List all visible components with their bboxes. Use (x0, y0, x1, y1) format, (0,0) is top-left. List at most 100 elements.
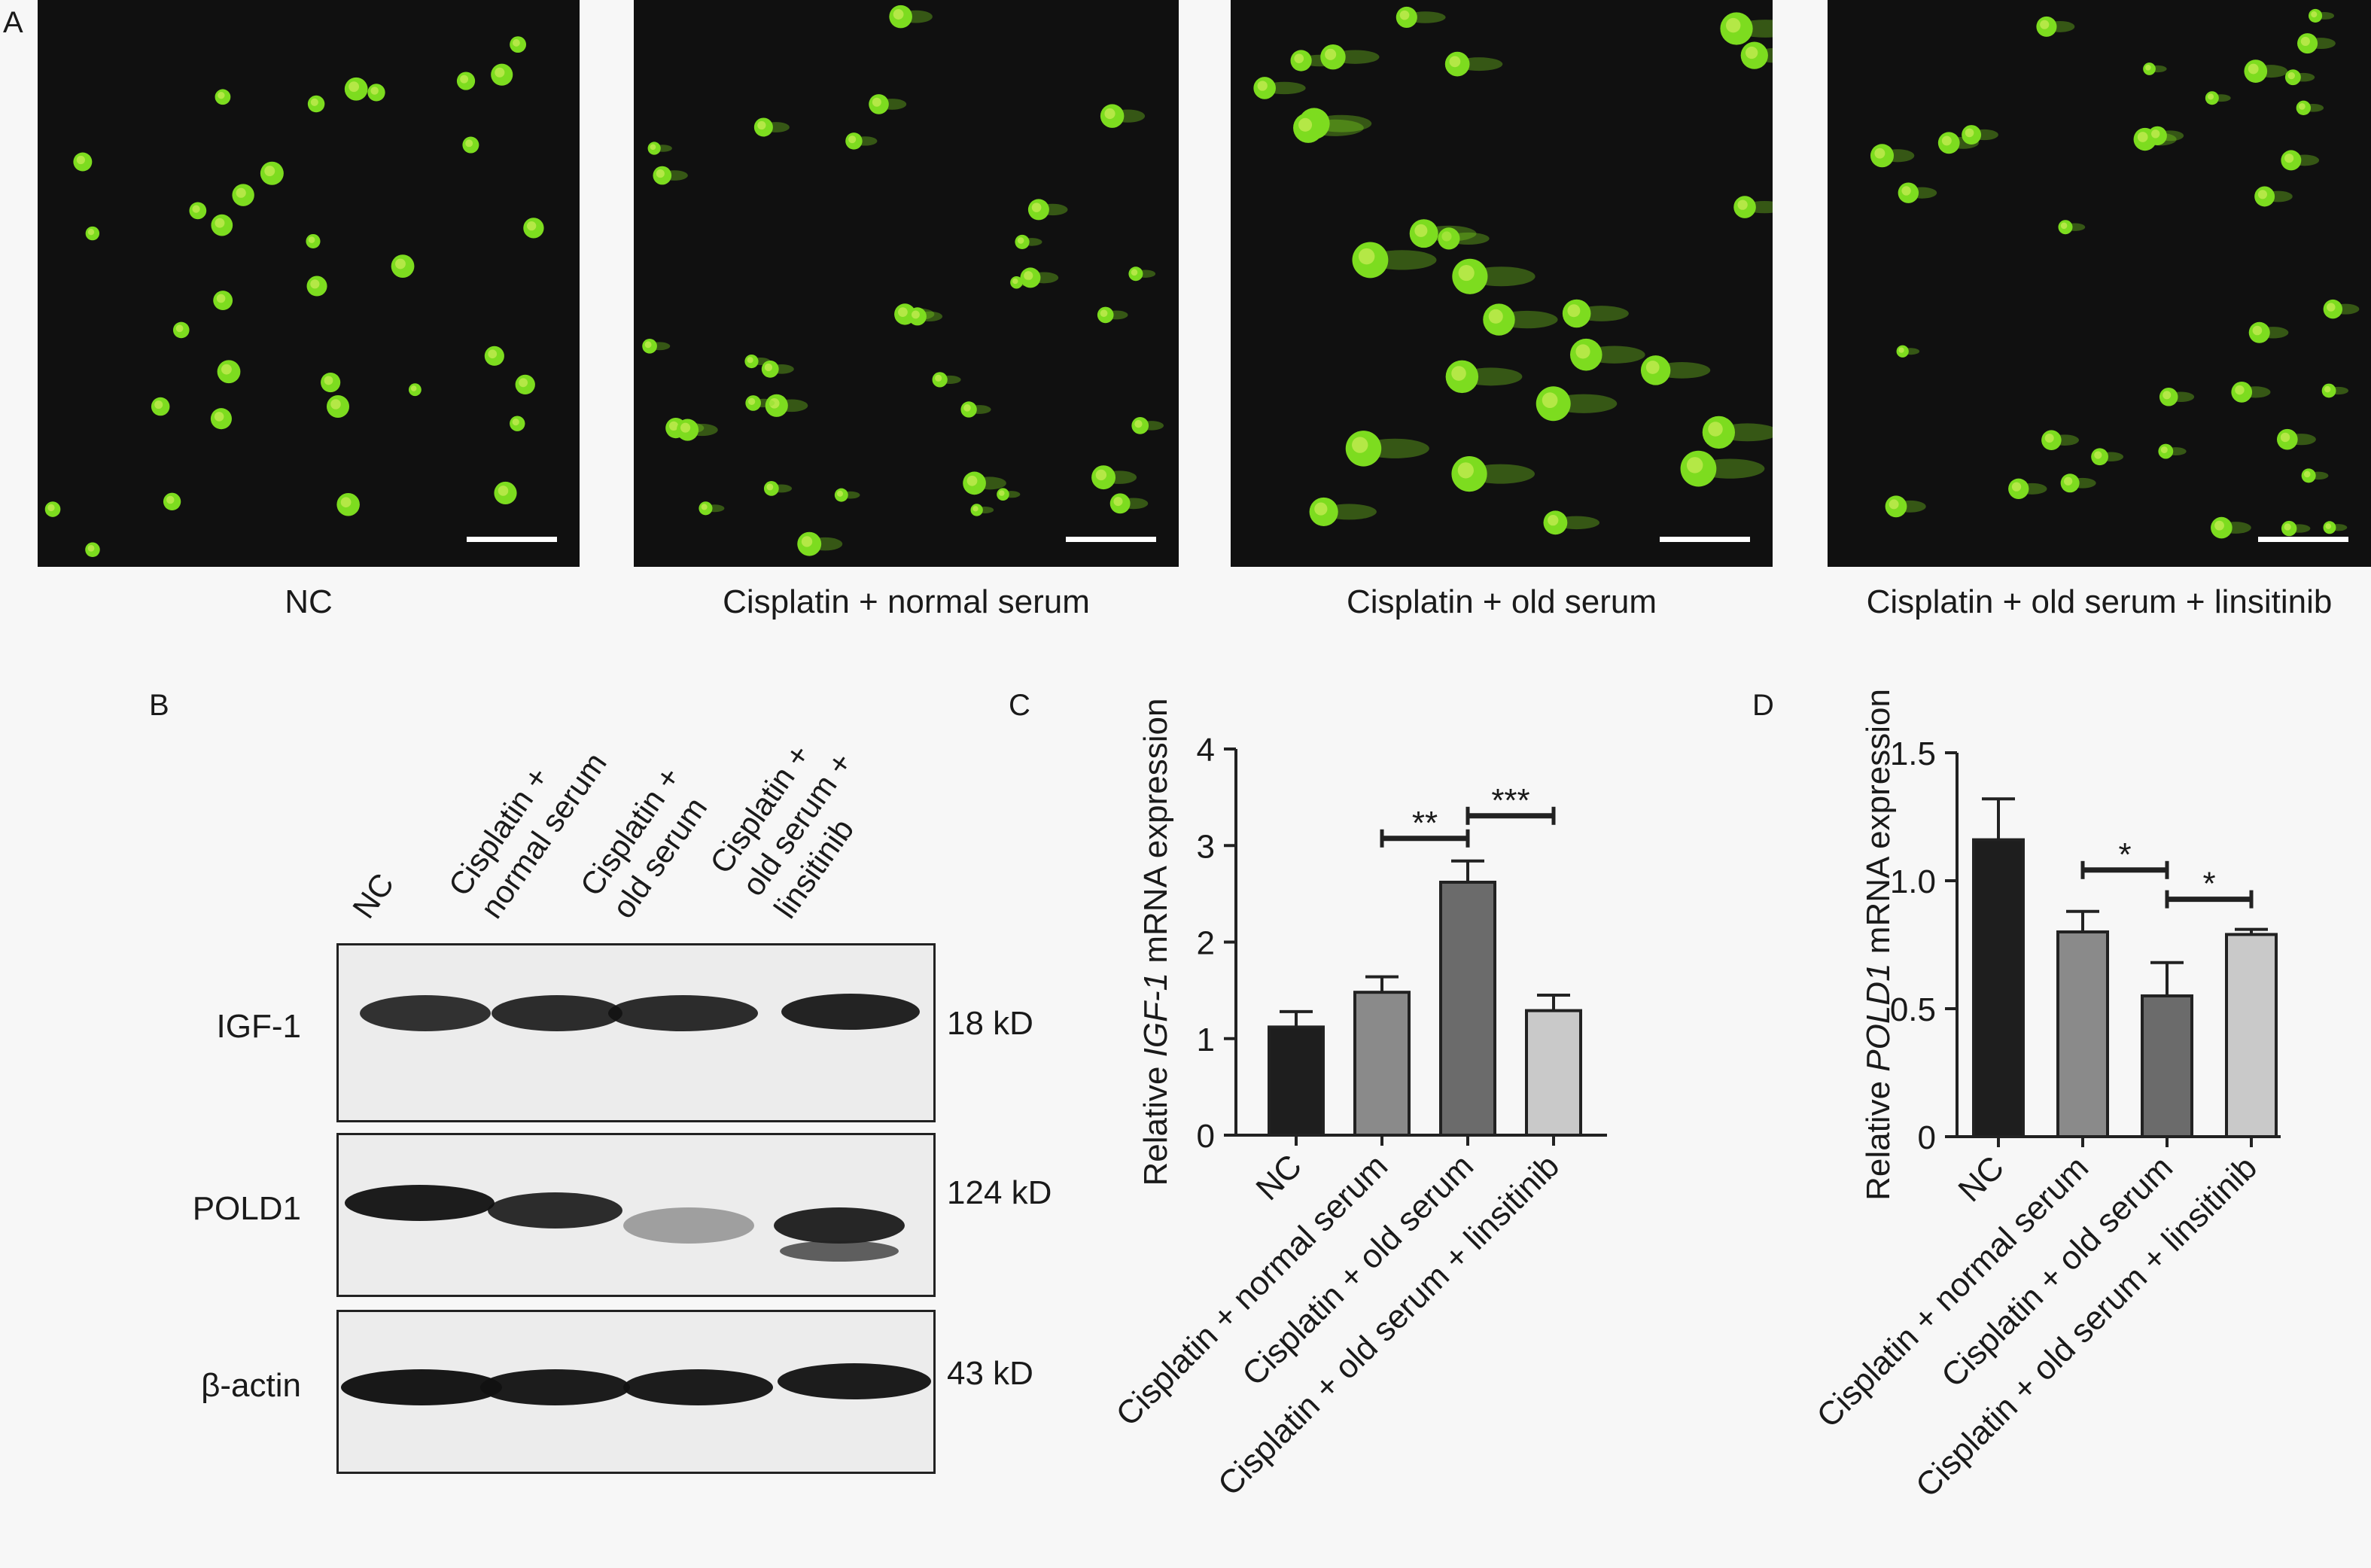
nucleus-highlight (370, 87, 379, 95)
blot-band-secondary (780, 1241, 899, 1262)
nucleus-highlight (1457, 462, 1474, 479)
nucleus-highlight (236, 187, 246, 198)
panel-c-letter: C (1009, 689, 1030, 722)
bar-3 (1439, 880, 1496, 1137)
nucleus-highlight (1017, 237, 1024, 244)
nucleus-highlight (1031, 202, 1042, 212)
nucleus-highlight (2040, 20, 2050, 29)
nucleus-highlight (2248, 63, 2259, 75)
significance-label: ** (1412, 805, 1438, 842)
lane-label-2: Cisplatin + normal serum (440, 723, 615, 926)
nucleus-highlight (1941, 135, 1952, 146)
nucleus-highlight (872, 97, 881, 107)
y-axis-label: Relative IGF-1 mRNA expression (1137, 699, 1174, 1186)
nucleus-highlight (650, 144, 656, 151)
nucleus-highlight (912, 310, 920, 319)
kd-label: 18 kD (947, 1005, 1033, 1042)
lane-label-line: NC (345, 866, 401, 925)
nucleus-highlight (2325, 523, 2332, 529)
nucleus-highlight (395, 258, 406, 269)
category-label: Cisplatin + old serum + linsitinib (1211, 1147, 1566, 1503)
nucleus-highlight (264, 166, 275, 177)
y-axis-label: Relative POLD1 mRNA expression (1860, 689, 1897, 1201)
nucleus-highlight (310, 279, 320, 289)
nucleus-highlight (2252, 325, 2263, 336)
blot-band (345, 1185, 495, 1221)
nucleus-highlight (1965, 128, 1974, 138)
nucleus-highlight (2284, 154, 2294, 163)
micrograph-image (1870, 8, 2360, 539)
nucleus-highlight (2303, 470, 2311, 478)
nucleus-highlight (747, 397, 756, 406)
caption-4: Cisplatin + old serum + linsitinib (1866, 583, 2333, 620)
nucleus-highlight (2094, 451, 2102, 459)
nucleus-highlight (1314, 502, 1328, 516)
y-tick-label: 3 (1197, 828, 1215, 865)
nucleus-highlight (1449, 56, 1461, 68)
nucleus-highlight (2311, 11, 2318, 18)
protein-label: IGF-1 (216, 1008, 301, 1045)
nucleus-highlight (76, 155, 85, 165)
blot-band (360, 995, 491, 1031)
nucleus-highlight (2280, 432, 2290, 443)
nucleus-highlight (644, 341, 652, 349)
nucleus-highlight (769, 398, 780, 409)
scale-bar (467, 537, 557, 542)
nucleus-highlight (2327, 303, 2336, 312)
blot-band (341, 1369, 502, 1405)
nucleus-highlight (512, 419, 519, 426)
nucleus-highlight (1414, 224, 1428, 237)
nucleus-highlight (1100, 309, 1108, 318)
panel-b-letter: B (149, 689, 169, 722)
nucleus-highlight (512, 39, 520, 47)
kd-label: 43 kD (947, 1355, 1033, 1392)
nucleus-highlight (1737, 199, 1748, 210)
bar-2 (2056, 930, 2109, 1138)
bar-1 (1972, 838, 2025, 1138)
nucleus-highlight (527, 221, 537, 231)
nucleus-highlight (2287, 72, 2295, 80)
nucleus-highlight (216, 294, 226, 303)
nucleus-highlight (966, 475, 978, 486)
y-tick-label: 2 (1197, 925, 1215, 962)
blot-band (774, 1207, 905, 1244)
nucleus-highlight (1134, 419, 1143, 428)
nucleus-highlight (972, 506, 979, 512)
y-tick-label: 0 (1918, 1119, 1936, 1156)
nucleus-highlight (2299, 103, 2306, 110)
nucleus-highlight (764, 363, 773, 372)
nucleus-highlight (2011, 482, 2022, 492)
nucleus-highlight (2300, 36, 2310, 46)
nucleus-highlight (1113, 497, 1123, 507)
caption-1: NC (285, 583, 333, 620)
y-tick-label: 4 (1197, 732, 1215, 769)
nucleus-highlight (2044, 434, 2054, 443)
nucleus-highlight (192, 205, 200, 213)
blot-strip-1 (336, 943, 936, 1122)
nucleus-highlight (166, 495, 175, 504)
micrograph-4 (1828, 0, 2371, 567)
micrograph-1 (38, 0, 580, 567)
nucleus-highlight (747, 357, 753, 364)
micrograph-image (642, 5, 1164, 556)
blot-band (492, 995, 622, 1031)
nucleus-highlight (656, 169, 665, 178)
nucleus-highlight (221, 364, 232, 375)
nucleus-highlight (348, 81, 360, 93)
scale-bar (1066, 537, 1156, 542)
y-tick-label: 1.0 (1890, 863, 1936, 900)
micrograph-3 (1231, 0, 1773, 567)
nucleus-highlight (1325, 48, 1337, 60)
kd-label: 124 kD (947, 1174, 1052, 1211)
category-label: NC (1951, 1149, 2011, 1209)
chart-igf1: 0 1 2 3 4 Relative IGF-1 mRNA expression NCCis… (1109, 699, 1607, 1503)
nucleus-highlight (893, 9, 904, 20)
nucleus-highlight (519, 378, 528, 388)
nucleus-highlight (2284, 523, 2291, 531)
significance-label: * (2118, 836, 2131, 873)
nucleus-highlight (498, 486, 509, 496)
nucleus-highlight (324, 376, 333, 385)
caption-3: Cisplatin + old serum (1346, 583, 1657, 620)
nucleus-highlight (2137, 132, 2148, 142)
